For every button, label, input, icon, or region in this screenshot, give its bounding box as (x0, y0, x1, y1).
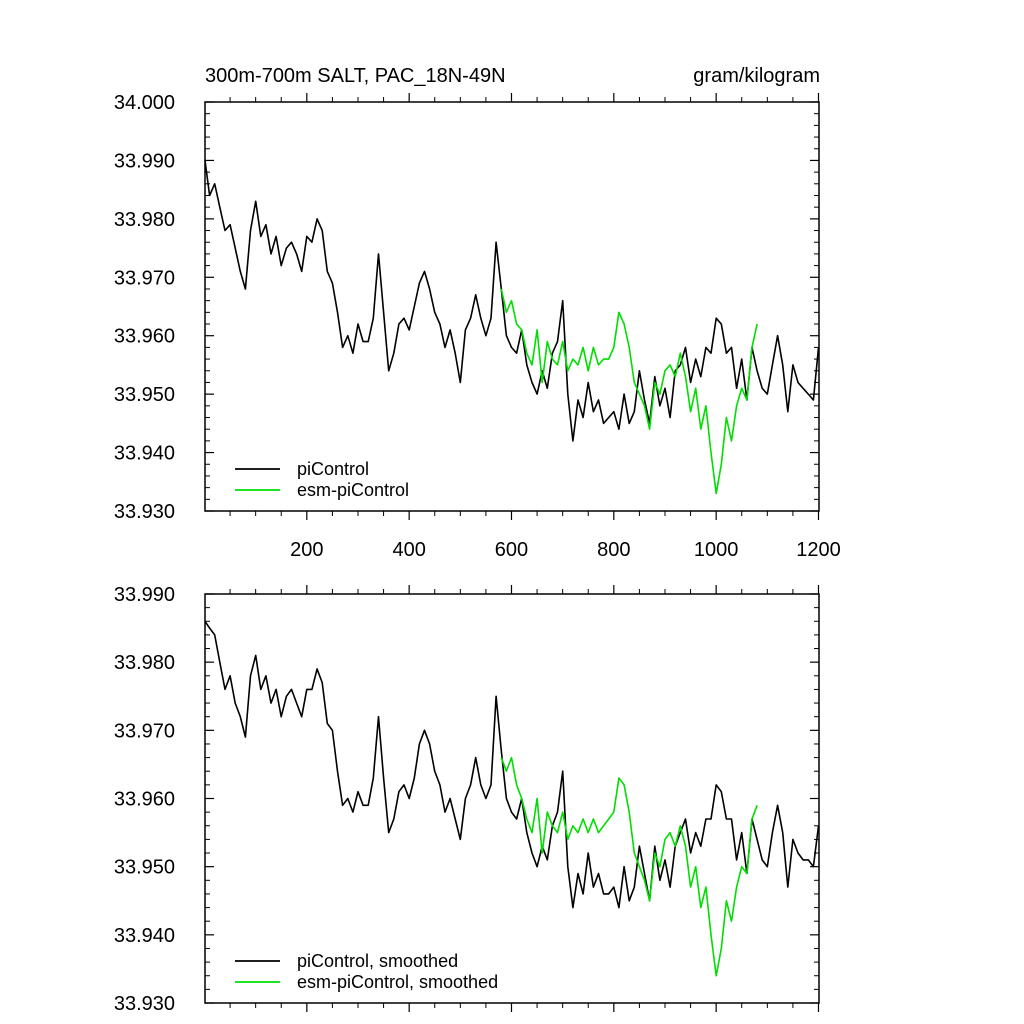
top-plot-frame (204, 101, 820, 512)
bottom-series-lines (204, 620, 820, 977)
bottom-y-tick-label: 33.940 (114, 925, 175, 947)
bottom-ticks (205, 585, 820, 1012)
top-y-tick-labels: 33.930 33.940 33.950 33.960 33.970 33.980 33.9… (114, 92, 175, 523)
top-ticks (205, 93, 820, 520)
top-y-tick-label: 34.000 (114, 92, 175, 114)
bottom-legend-label-esm-picontrol-smoothed: esm-piControl, smoothed (297, 972, 498, 992)
top-series-line-esm-picontrol (500, 288, 758, 495)
bottom-y-tick-label: 33.990 (114, 584, 175, 606)
bottom-plot-frame (204, 593, 820, 1004)
top-x-tick-label: 1000 (694, 539, 739, 561)
top-y-tick-label: 33.950 (114, 384, 175, 406)
bottom-legend: piControl, smoothed esm-piControl, smoot… (235, 951, 498, 992)
top-x-tick-label: 1200 (796, 539, 841, 561)
top-x-tick-label: 200 (290, 539, 323, 561)
bottom-panel: 33.930 33.940 33.950 33.960 33.970 33.980 33.9… (114, 584, 820, 1015)
bottom-y-tick-label: 33.960 (114, 789, 175, 811)
bottom-y-tick-label: 33.930 (114, 993, 175, 1015)
top-series-line-picontrol (204, 160, 820, 442)
top-x-tick-label: 800 (597, 539, 630, 561)
bottom-legend-label-picontrol-smoothed: piControl, smoothed (297, 951, 458, 971)
bottom-series-line-esm-picontrol-smoothed (500, 756, 758, 977)
top-y-tick-label: 33.990 (114, 150, 175, 172)
top-y-tick-label: 33.960 (114, 326, 175, 348)
top-panel: 300m-700m SALT, PAC_18N-49N gram/kilogra… (114, 65, 841, 561)
bottom-y-tick-label: 33.980 (114, 652, 175, 674)
top-x-tick-label: 400 (392, 539, 425, 561)
top-legend-label-esm-picontrol: esm-piControl (297, 480, 409, 500)
top-x-tick-label: 600 (495, 539, 528, 561)
top-series-lines (204, 160, 820, 495)
top-title-left: 300m-700m SALT, PAC_18N-49N (205, 65, 506, 87)
top-y-tick-label: 33.940 (114, 443, 175, 465)
bottom-y-tick-labels: 33.930 33.940 33.950 33.960 33.970 33.980 33.9… (114, 584, 175, 1015)
top-x-tick-labels: 200 400 600 800 1000 1200 (290, 539, 841, 561)
top-legend: piControl esm-piControl (235, 459, 409, 500)
top-y-tick-label: 33.980 (114, 209, 175, 231)
top-y-tick-label: 33.930 (114, 501, 175, 523)
top-y-tick-label: 33.970 (114, 267, 175, 289)
bottom-y-tick-label: 33.970 (114, 720, 175, 742)
top-title-right: gram/kilogram (693, 65, 820, 87)
top-legend-label-picontrol: piControl (297, 459, 369, 479)
bottom-series-line-picontrol-smoothed (204, 620, 820, 909)
bottom-y-tick-label: 33.950 (114, 857, 175, 879)
